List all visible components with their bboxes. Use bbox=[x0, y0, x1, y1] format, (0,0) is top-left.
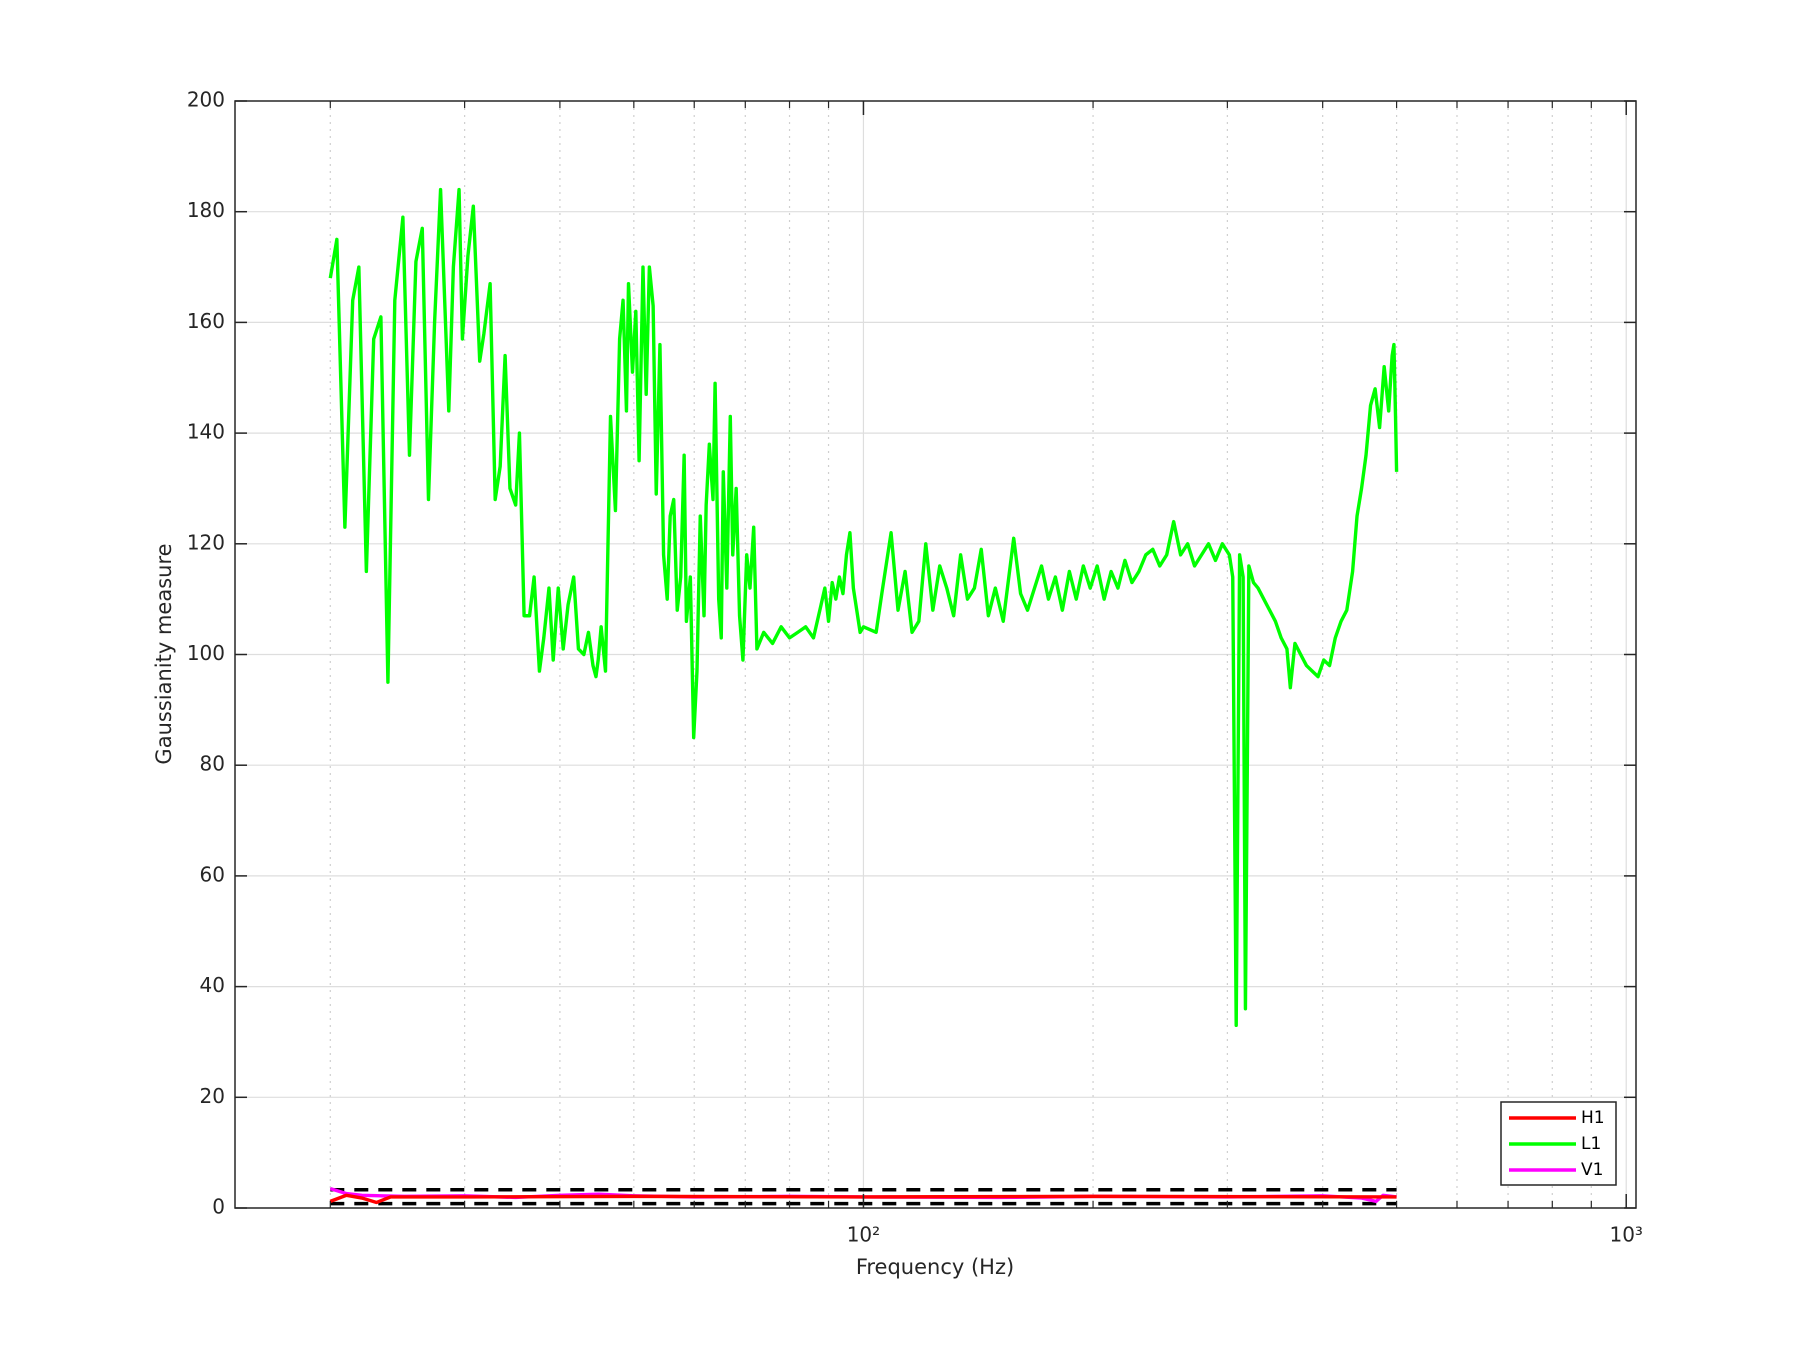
y-tick-label: 0 bbox=[212, 1195, 225, 1219]
x-axis-label: Frequency (Hz) bbox=[856, 1255, 1014, 1279]
series-line bbox=[329, 1193, 1397, 1205]
x-tick-label: 10² bbox=[847, 1223, 880, 1247]
grid-layer bbox=[235, 101, 1636, 1208]
y-tick-label: 200 bbox=[187, 88, 225, 112]
y-axis-label: Gaussianity measure bbox=[152, 543, 176, 764]
y-tick-label: 100 bbox=[187, 641, 225, 665]
legend: H1 L1 V1 bbox=[1500, 1101, 1617, 1186]
y-tick-label: 120 bbox=[187, 530, 225, 554]
x-tick-label: 10³ bbox=[1609, 1223, 1642, 1247]
y-tick-label: 60 bbox=[200, 862, 225, 886]
legend-label: L1 bbox=[1581, 1134, 1601, 1154]
y-tick-label: 160 bbox=[187, 309, 225, 333]
axes-layer: 0 20 40 60 80 100 120 140 160 180 200 10² 10³ bbox=[187, 88, 1643, 1247]
legend-label: V1 bbox=[1581, 1160, 1603, 1180]
series-line bbox=[328, 187, 1399, 1028]
y-tick-label: 140 bbox=[187, 420, 225, 444]
y-tick-label: 180 bbox=[187, 198, 225, 222]
y-tick-label: 20 bbox=[200, 1084, 225, 1108]
y-tick-label: 80 bbox=[200, 752, 225, 776]
y-tick-label: 40 bbox=[200, 973, 225, 997]
marks-layer bbox=[328, 187, 1399, 1206]
legend-label: H1 bbox=[1581, 1108, 1605, 1128]
